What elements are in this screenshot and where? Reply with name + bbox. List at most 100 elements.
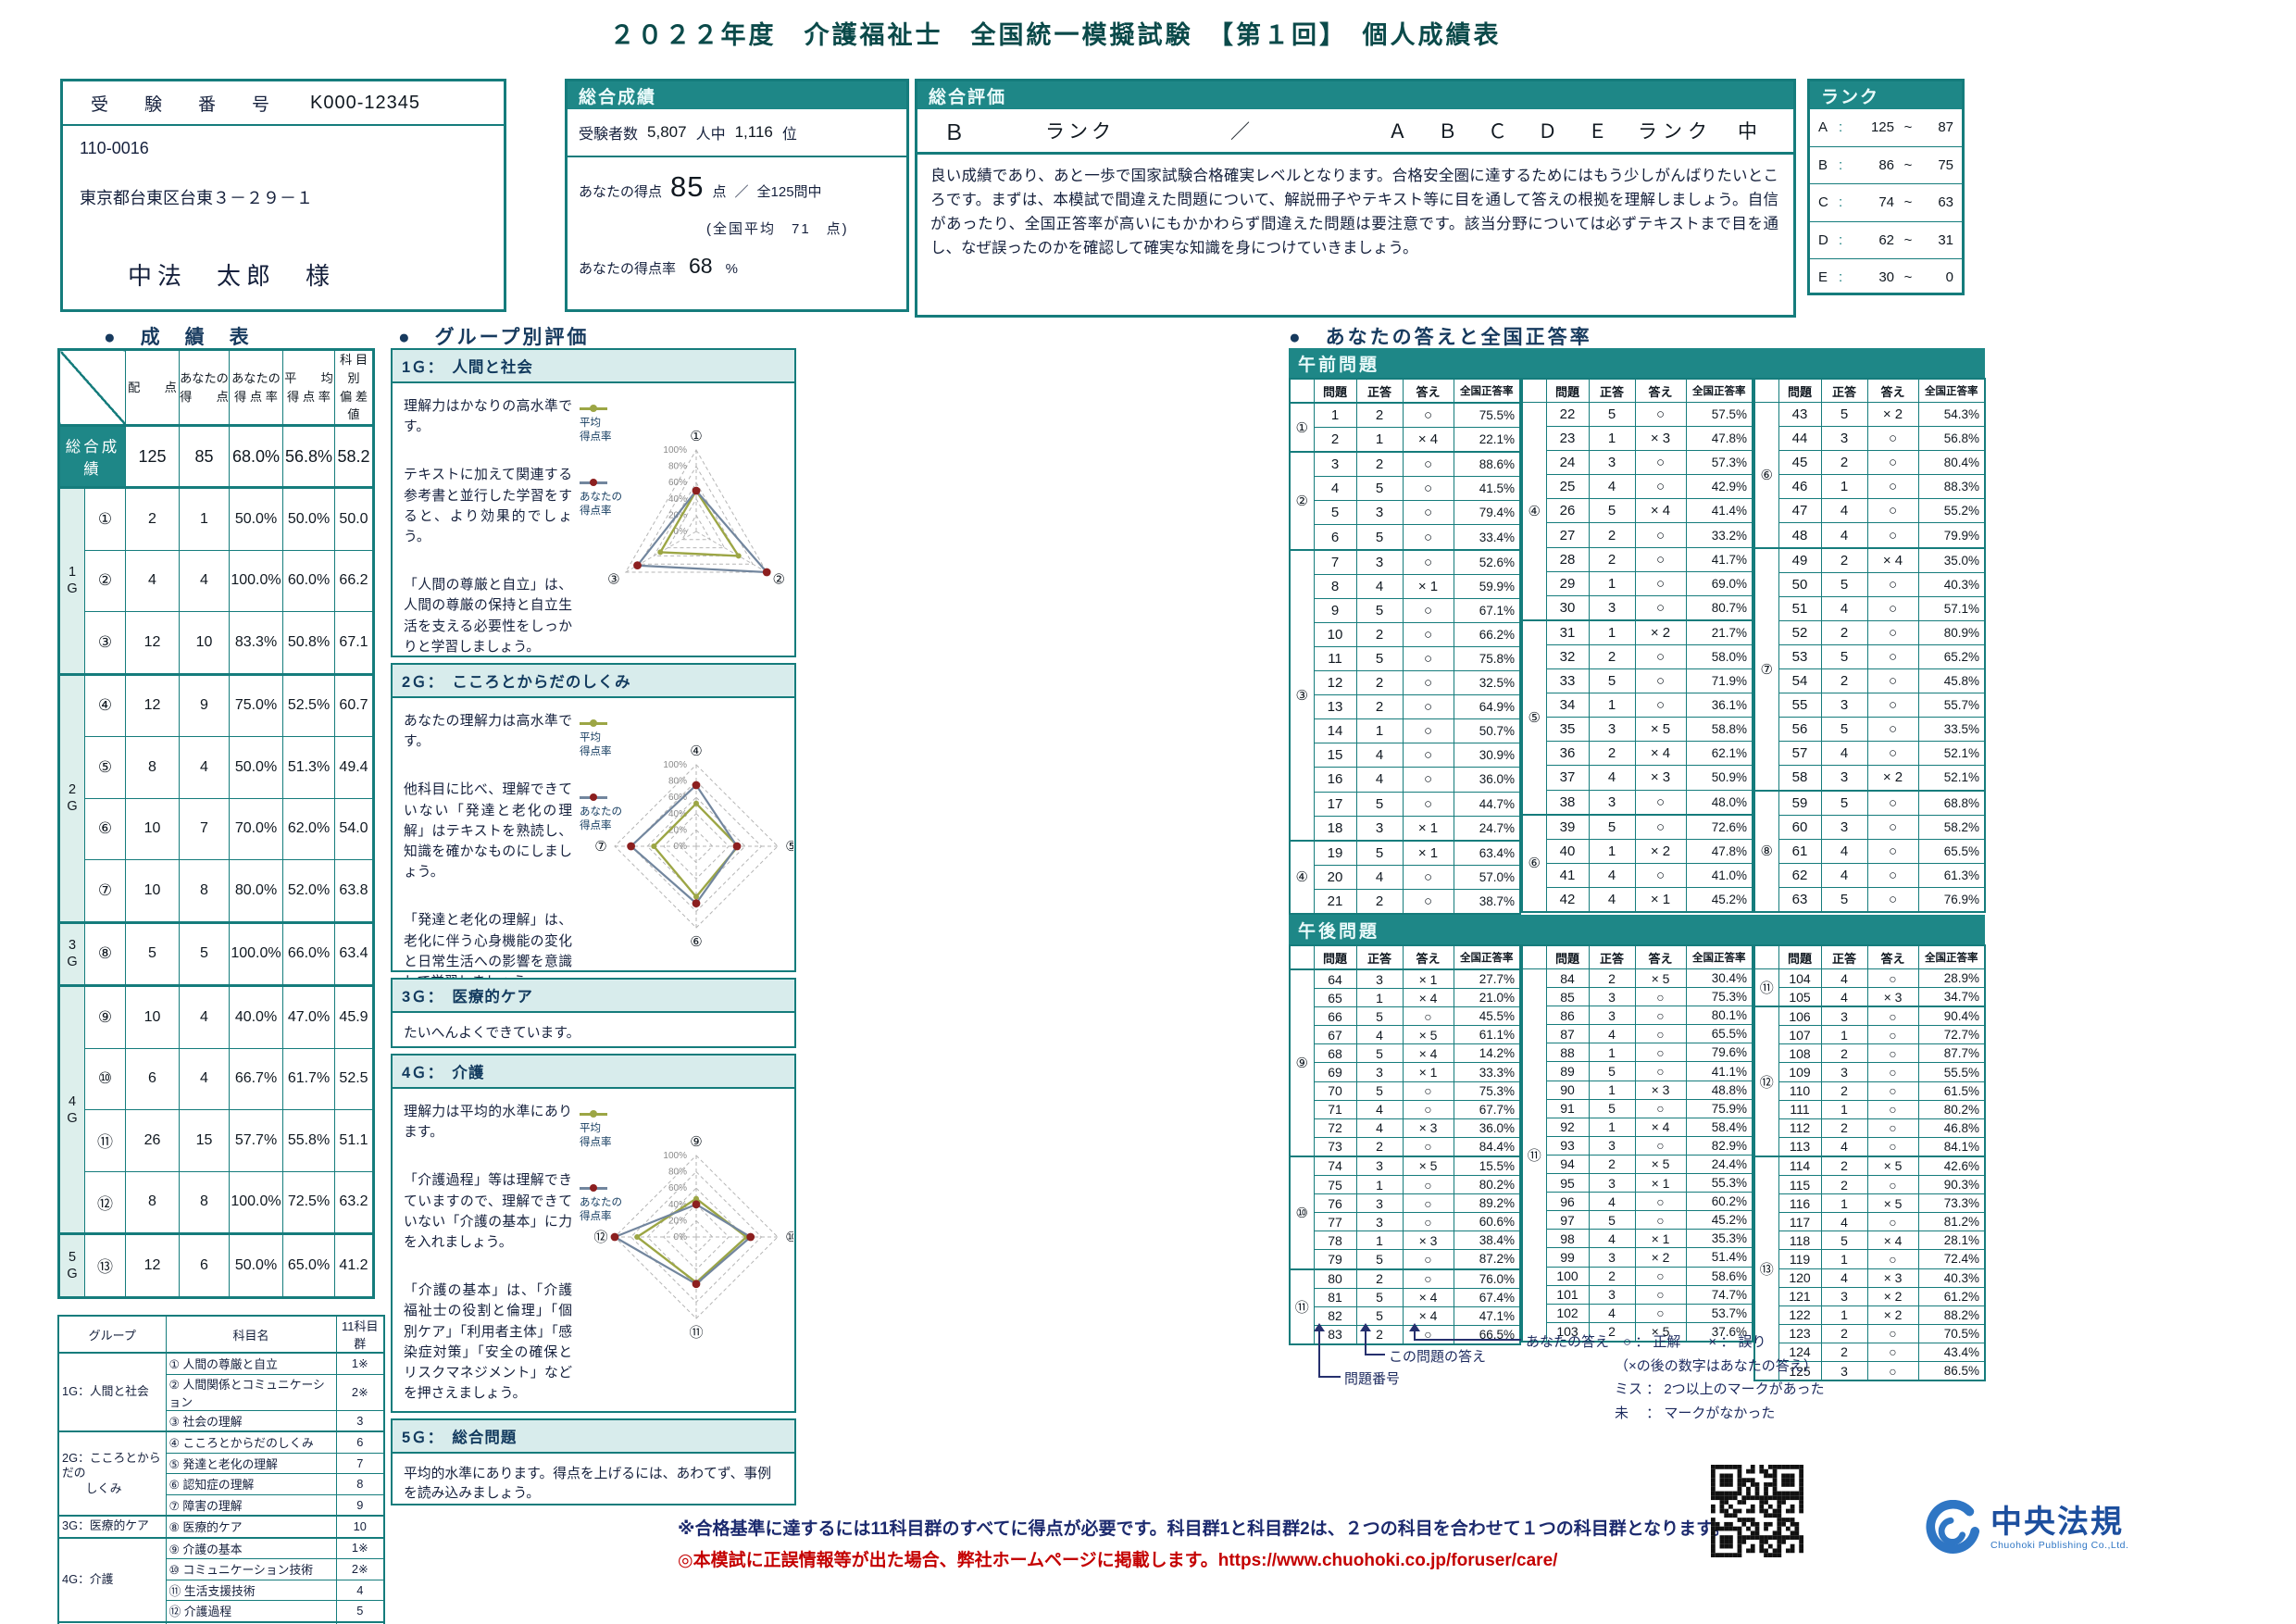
answer-group-label: ⑪ bbox=[1753, 968, 1779, 1007]
q-correct: 2 bbox=[1820, 1118, 1868, 1138]
q-answer: × 5 bbox=[1866, 1155, 1919, 1177]
q-rate: 60.6% bbox=[1453, 1212, 1521, 1232]
answer-row: 91 5 ○ 75.9% bbox=[1522, 1098, 1753, 1118]
q-rate: 35.0% bbox=[1917, 546, 1986, 573]
q-num: 102 bbox=[1545, 1303, 1590, 1323]
q-rate: 28.9% bbox=[1917, 968, 1986, 989]
q-num: 41 bbox=[1545, 862, 1590, 888]
q-rate: 45.8% bbox=[1917, 668, 1986, 694]
q-answer: × 2 bbox=[1866, 765, 1919, 791]
q-rate: 33.2% bbox=[1685, 522, 1753, 548]
answer-column-header: 答え bbox=[1402, 378, 1454, 404]
svg-text:20%: 20% bbox=[668, 1216, 687, 1226]
answer-row: 53 5 ○ 65.2% bbox=[1754, 643, 1986, 670]
you-legend-label: あなたの 得点率 bbox=[580, 806, 622, 831]
q-correct: 5 bbox=[1820, 571, 1868, 597]
q-correct: 4 bbox=[1820, 838, 1868, 864]
q-answer: ○ bbox=[1866, 522, 1919, 549]
answer-row: ⑥ 39 5 ○ 72.6% bbox=[1521, 813, 1753, 913]
q-answer: ○ bbox=[1866, 643, 1919, 670]
q-answer: × 1 bbox=[1402, 968, 1454, 990]
radar-svg-4g: 0% 20% 40% 60% 80% 100%⑨ ⑩ ⑪ ⑫ bbox=[593, 1134, 797, 1341]
answer-row: 12 2 ○ 32.5% bbox=[1290, 670, 1521, 696]
q-num: 9 bbox=[1313, 597, 1357, 623]
score-column-header: 平 均得 点 率 bbox=[282, 348, 335, 427]
q-num: 56 bbox=[1778, 717, 1822, 743]
answer-row: ② 3 2 ○ 88.6% bbox=[1289, 451, 1521, 551]
q-rate: 48.8% bbox=[1685, 1080, 1753, 1100]
pm-header: 午後問題 bbox=[1289, 915, 1985, 944]
subject-row: 4G：介護 ⑨ 介護の基本 1※ bbox=[57, 1536, 385, 1622]
answer-row: 110 2 ○ 61.5% bbox=[1754, 1081, 1986, 1101]
svg-text:80%: 80% bbox=[668, 777, 687, 787]
answer-row: 55 3 ○ 55.7% bbox=[1754, 693, 1986, 718]
q-correct: 1 bbox=[1820, 1099, 1868, 1119]
q-correct: 4 bbox=[1820, 741, 1868, 767]
q-rate: 47.8% bbox=[1685, 838, 1753, 864]
examinee-label: 受験者数 bbox=[579, 127, 639, 143]
score-value: 8 bbox=[125, 736, 180, 799]
answer-row: 117 4 ○ 81.2% bbox=[1754, 1212, 1986, 1232]
q-rate: 75.8% bbox=[1453, 645, 1521, 672]
score-value: 12 bbox=[125, 611, 180, 675]
errata-url[interactable]: https://www.chuohoki.co.jp/foruser/care/ bbox=[1217, 1551, 1558, 1570]
q-answer: × 4 bbox=[1402, 1287, 1454, 1307]
answer-row: ⑫ 106 3 ○ 90.4% bbox=[1753, 1006, 1986, 1157]
q-rate: 72.6% bbox=[1685, 813, 1753, 840]
q-answer: × 5 bbox=[1634, 717, 1687, 743]
subject-group-number: 5 bbox=[335, 1600, 385, 1622]
q-correct: 3 bbox=[1588, 987, 1636, 1007]
q-num: 117 bbox=[1778, 1212, 1822, 1232]
score-table-heading: ● 成 績 表 bbox=[104, 327, 252, 348]
score-total-row: 総合成績 125 85 68.0% 56.8% 58.2 bbox=[58, 424, 374, 489]
q-correct: 3 bbox=[1588, 1006, 1636, 1026]
q-correct: 4 bbox=[1588, 1229, 1636, 1249]
q-answer: ○ bbox=[1866, 1136, 1919, 1157]
q-answer: × 2 bbox=[1866, 401, 1919, 428]
q-answer: ○ bbox=[1866, 693, 1919, 718]
group-eval-paragraph: 「人間の尊厳と自立」は、人間の尊厳の保持と自立生活を支える必要性をしっかりと学習… bbox=[404, 578, 572, 655]
q-rate: 43.4% bbox=[1917, 1342, 1986, 1362]
q-rate: 72.7% bbox=[1917, 1025, 1986, 1045]
q-answer: ○ bbox=[1634, 1210, 1687, 1230]
q-rate: 55.3% bbox=[1685, 1173, 1753, 1193]
total-value: 125 bbox=[125, 424, 180, 489]
q-answer: ○ bbox=[1866, 886, 1919, 913]
q-answer: ○ bbox=[1634, 546, 1687, 572]
q-correct: 4 bbox=[1355, 743, 1404, 768]
answer-row: 87 4 ○ 65.5% bbox=[1522, 1024, 1753, 1044]
q-correct: 5 bbox=[1820, 886, 1868, 913]
pass-criteria-note: ※合格基準に達するには11科目群のすべてに得点が必要です。科目群1と科目群2は、… bbox=[678, 1519, 1730, 1539]
q-answer: ○ bbox=[1402, 670, 1454, 696]
answer-group-label: ⑩ bbox=[1289, 1155, 1315, 1269]
q-num: 70 bbox=[1313, 1081, 1357, 1101]
q-correct: 5 bbox=[1355, 1305, 1404, 1326]
answer-row: 58 3 × 2 52.1% bbox=[1754, 765, 1986, 791]
q-num: 69 bbox=[1313, 1062, 1357, 1082]
q-correct: 5 bbox=[1820, 643, 1868, 670]
q-answer: ○ bbox=[1402, 451, 1454, 478]
score-value: 41.2 bbox=[334, 1232, 374, 1298]
score-value: 51.1 bbox=[334, 1109, 374, 1172]
q-rate: 58.4% bbox=[1685, 1117, 1753, 1137]
q-answer: ○ bbox=[1634, 643, 1687, 670]
subject-row: ② 人間関係とコミュニケーション 2※ bbox=[58, 1373, 385, 1411]
connector-line bbox=[1365, 1354, 1385, 1355]
score-table-wrap: 配 点あなたの得 点あなたの得 点 率平 均得 点 率科 目 別偏 差 値総合成… bbox=[57, 348, 375, 1299]
q-rate: 80.7% bbox=[1685, 594, 1753, 621]
subject-name: ⑨ 介護の基本 bbox=[165, 1536, 337, 1559]
group-eval-paragraph: 「介護の基本」は、「介護福祉士の役割と倫理」「個別ケア」「利用者主体」「感染症対… bbox=[404, 1283, 572, 1402]
errata-note: ◎本模試に正誤情報等が出た場合、弊社ホームページに掲載します。https://w… bbox=[678, 1546, 1789, 1571]
q-correct: 3 bbox=[1820, 426, 1868, 452]
answer-group-label: ③ bbox=[1289, 548, 1315, 842]
of-label: 人中 bbox=[695, 127, 726, 143]
rate-label: あなたの得点率 bbox=[579, 261, 677, 277]
answer-row: 45 2 ○ 80.4% bbox=[1754, 450, 1986, 476]
answer-row: 77 3 ○ 60.6% bbox=[1290, 1212, 1521, 1232]
subject-table-header: グループ 科目名 11科目群 bbox=[57, 1315, 385, 1354]
q-correct: 1 bbox=[1588, 1043, 1636, 1063]
arrow-correct-answer bbox=[1360, 1323, 1371, 1355]
q-correct: 2 bbox=[1588, 546, 1636, 572]
answer-row: 38 3 ○ 48.0% bbox=[1522, 789, 1753, 816]
answer-row: 61 4 ○ 65.5% bbox=[1754, 838, 1986, 864]
